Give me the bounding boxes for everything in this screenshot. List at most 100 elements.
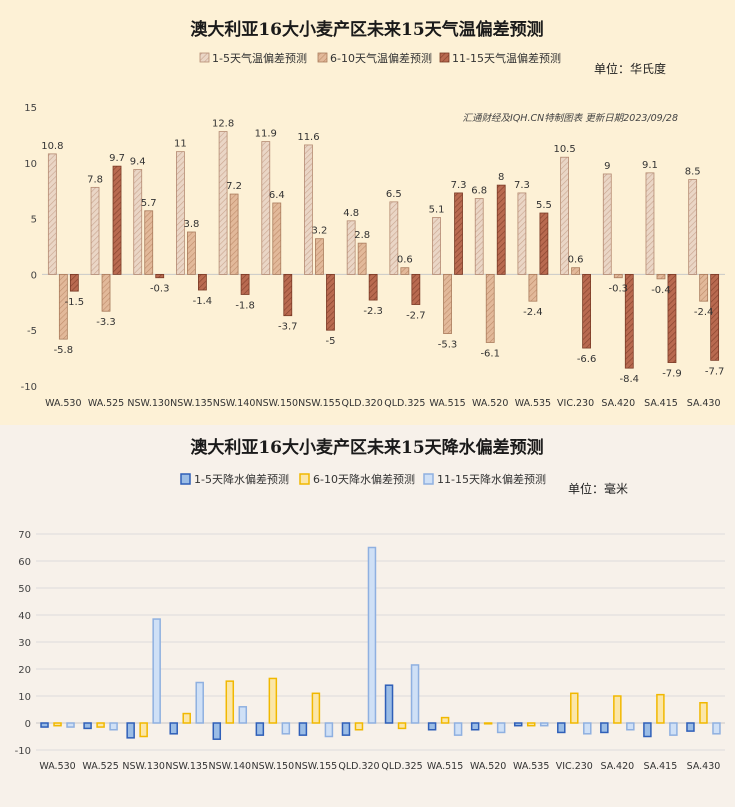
bar-s2-WA.525 [96, 722, 105, 728]
precipitation-chart-title: 澳大利亚16大小麦产区未来15天降水偏差预测 [190, 437, 543, 458]
bar-s3-WA.515 [453, 722, 463, 736]
bar-s2-SA.415 [656, 693, 665, 724]
bar-s3-SA.430 [710, 273, 720, 361]
bar-s1-SA.420 [602, 173, 612, 275]
data-label: -6.6 [577, 354, 597, 365]
x-tick-label: SA.420 [601, 398, 635, 409]
temperature-chart: 澳大利亚16大小麦产区未来15天气温偏差预测 1-5天气温偏差预测 6-10天气… [0, 0, 735, 425]
bar-s1-SA.430 [688, 179, 698, 275]
y-tick-label: 0 [31, 270, 37, 281]
bar-s2-NSW.130 [139, 722, 148, 738]
data-label: 6.5 [386, 189, 402, 200]
bar-s1-NSW.135 [176, 151, 185, 275]
x-tick-label: WA.520 [470, 761, 506, 772]
temperature-bars [47, 131, 720, 369]
precipitation-legend: 1-5天降水偏差预测 6-10天降水偏差预测 11-15天降水偏差预测 [180, 472, 546, 486]
y-tick-label: 40 [18, 611, 31, 622]
bar-s3-QLD.320 [367, 546, 377, 724]
temperature-data-labels: 10.8 -5.8 -1.5 7.8 -3.3 9.7 9.4 5.7 -0.3 11 3.8 -1.… [41, 119, 724, 386]
bar-s2-WA.535 [526, 722, 536, 727]
bar-s1-WA.535 [517, 192, 527, 275]
bar-s2-VIC.230 [570, 692, 579, 724]
data-label: 5.5 [536, 200, 552, 211]
data-label: 9.4 [130, 156, 146, 167]
bar-s3-VIC.230 [583, 722, 592, 735]
data-label: -2.7 [406, 311, 426, 322]
x-tick-label: WA.515 [427, 761, 463, 772]
bar-s1-WA.530 [47, 153, 57, 275]
y-tick-label: 0 [25, 719, 31, 730]
data-label: 10.5 [553, 144, 575, 155]
legend-label-t2: 6-10天气温偏差预测 [330, 51, 432, 65]
y-tick-label: 60 [18, 557, 31, 568]
bar-s2-NSW.135 [182, 712, 191, 724]
bar-s3-WA.515 [454, 192, 463, 275]
x-tick-label: NSW.130 [122, 761, 165, 772]
bar-s3-WA.530 [66, 722, 75, 728]
data-label: 9.1 [642, 160, 658, 171]
bar-s2-WA.530 [58, 273, 68, 340]
bar-s1-SA.415 [643, 722, 652, 738]
x-tick-label: WA.520 [472, 398, 508, 409]
bar-s2-WA.515 [443, 273, 452, 334]
bar-s2-SA.415 [656, 273, 666, 280]
bar-s3-NSW.150 [281, 722, 291, 735]
x-tick-label: WA.535 [513, 761, 549, 772]
bar-s2-NSW.130 [144, 210, 154, 275]
bar-s1-VIC.230 [557, 722, 566, 734]
bar-s2-SA.430 [699, 702, 708, 724]
x-tick-label: VIC.230 [557, 398, 594, 409]
x-tick-label: SA.430 [687, 398, 721, 409]
bar-s2-NSW.150 [268, 677, 278, 724]
temperature-chart-title: 澳大利亚16大小麦产区未来15天气温偏差预测 [190, 19, 543, 40]
data-label: -7.9 [662, 369, 682, 380]
data-label: 0.6 [397, 255, 413, 266]
data-label: 2.8 [354, 230, 370, 241]
bar-s1-QLD.325 [384, 684, 394, 724]
x-tick-label: NSW.140 [213, 398, 256, 409]
y-tick-label: 10 [18, 692, 31, 703]
bar-s2-NSW.155 [315, 238, 324, 275]
data-label: -8.4 [620, 374, 640, 385]
data-label: -3.3 [96, 317, 116, 328]
bar-s2-NSW.140 [225, 680, 235, 724]
data-label: -3.7 [278, 322, 298, 333]
data-label: -1.5 [65, 297, 85, 308]
x-tick-label: QLD.325 [384, 398, 425, 409]
data-label: -2.4 [694, 307, 714, 318]
bar-s1-VIC.230 [560, 156, 569, 275]
bar-s3-WA.525 [109, 722, 118, 731]
bar-s3-NSW.155 [324, 722, 334, 738]
data-label: -7.7 [705, 366, 725, 377]
precipitation-bars [40, 546, 721, 740]
bar-s3-NSW.130 [155, 273, 165, 279]
data-label: 5.1 [429, 204, 445, 215]
data-label: 10.8 [41, 141, 63, 152]
temperature-note: 汇通财经及IQH.CN特制图表 更新日期2023/09/28 [463, 112, 678, 124]
bar-s2-SA.420 [613, 273, 623, 279]
data-label: 8.5 [685, 167, 701, 178]
bar-s3-WA.520 [496, 184, 506, 275]
bar-s2-WA.535 [528, 273, 538, 302]
legend-swatch-p3 [423, 473, 434, 485]
bar-s3-NSW.130 [152, 618, 161, 724]
x-tick-label: NSW.150 [252, 761, 295, 772]
precipitation-chart: 澳大利亚16大小麦产区未来15天降水偏差预测 1-5天降水偏差预测 6-10天降… [0, 425, 735, 807]
bar-s3-QLD.320 [368, 273, 378, 301]
bar-s3-NSW.135 [195, 681, 204, 724]
precipitation-x-axis: WA.530 WA.525 NSW.130 NSW.135 NSW.140 NSW.150… [39, 761, 720, 772]
bar-s1-WA.520 [470, 722, 480, 731]
bar-s1-NSW.150 [261, 141, 271, 275]
temperature-unit: 单位：华氏度 [594, 61, 666, 76]
x-tick-label: WA.515 [429, 398, 465, 409]
bar-s2-QLD.325 [400, 267, 410, 275]
bar-s3-WA.530 [69, 273, 79, 292]
y-tick-label: -10 [15, 746, 31, 757]
x-tick-label: SA.430 [687, 761, 721, 772]
x-tick-label: SA.415 [644, 761, 678, 772]
legend-label-p3: 11-15天降水偏差预测 [437, 472, 546, 486]
x-tick-label: NSW.155 [295, 761, 338, 772]
bar-s3-NSW.140 [240, 273, 250, 295]
legend-swatch-t1 [199, 52, 210, 63]
bar-s3-SA.430 [712, 722, 721, 735]
